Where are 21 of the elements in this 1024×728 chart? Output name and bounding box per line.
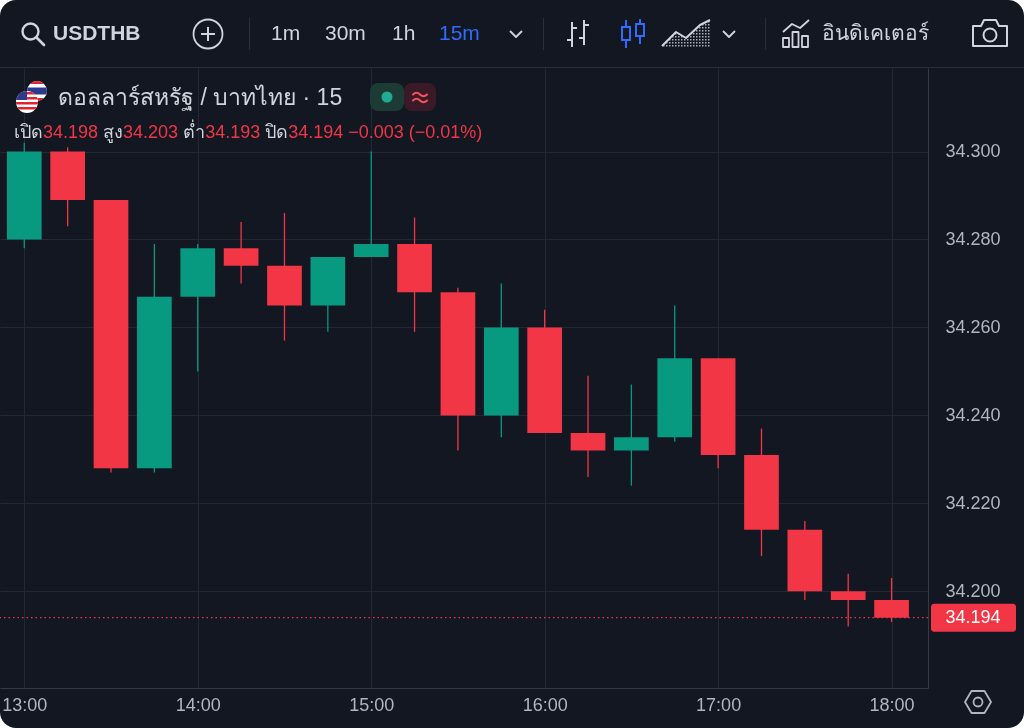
text: 15m [439,20,480,46]
x-tick-label: 13:00 [2,694,48,715]
y-tick-label: 34.300 [945,141,1001,162]
y-tick-label: 34.200 [945,580,1001,601]
y-tick-label: 34.240 [945,404,1001,425]
x-tick-label: 15:00 [349,694,395,715]
candlestick [614,383,649,487]
y-tick-label: 34.280 [945,228,1001,249]
text: 1m [271,20,301,46]
text: 30m [325,20,366,46]
text: USDTHB [53,20,141,46]
ref-line-label: 34.194 [945,606,1001,627]
x-tick-label: 17:00 [696,694,742,715]
x-tick-label: 16:00 [522,694,568,715]
text: อินดิเคเตอร์ [822,20,929,46]
x-tick-label: 18:00 [869,694,915,715]
y-tick-label: 34.260 [945,316,1001,337]
text: ดอลลาร์สหรัฐ / บาทไทย · 15 [58,83,343,111]
x-tick-label: 14:00 [175,694,221,715]
y-tick-label: 34.220 [945,492,1001,513]
text: 1h [392,20,416,46]
